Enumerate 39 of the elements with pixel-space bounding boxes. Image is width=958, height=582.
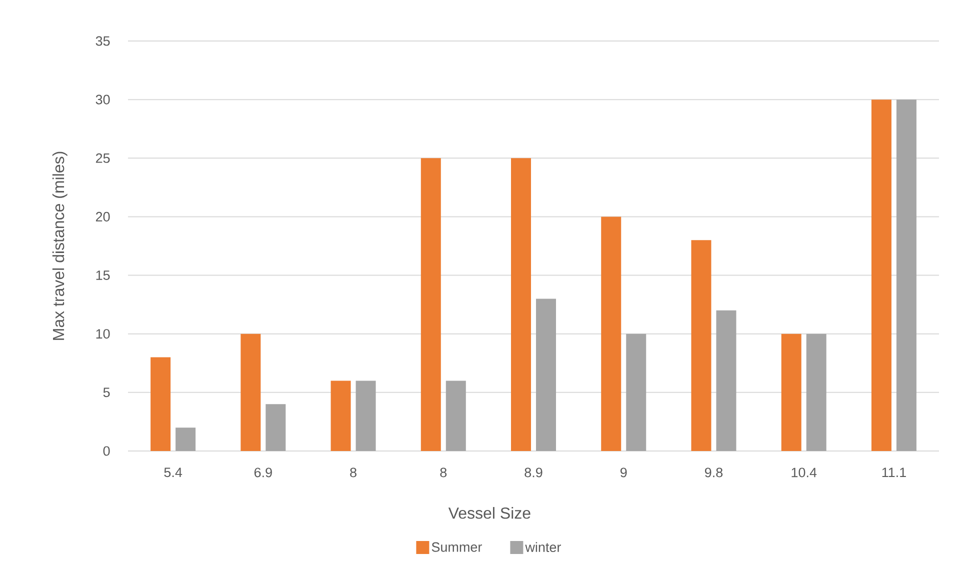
x-tick-label: 11.1 <box>882 468 906 477</box>
bar <box>896 100 916 451</box>
x-tick-label: 10.4 <box>792 468 817 478</box>
x-axis-title: Vessel Size <box>448 507 530 519</box>
bar <box>781 334 802 451</box>
x-tick-label: 9.8 <box>704 468 723 478</box>
y-tick-label: 30 <box>96 94 110 104</box>
y-tick-label: 15 <box>96 270 110 280</box>
x-tick-label: 8 <box>350 468 356 478</box>
bar <box>266 404 286 451</box>
x-tick-label: 6.9 <box>254 468 272 478</box>
bar <box>420 158 441 451</box>
x-tick-label: 5.4 <box>164 468 182 478</box>
bar <box>330 380 351 451</box>
x-tick-label: 8 <box>440 468 447 478</box>
bar <box>150 357 171 451</box>
bar <box>446 380 466 451</box>
legend-label: Summer <box>432 542 482 552</box>
bar <box>871 100 892 451</box>
bar <box>356 380 376 451</box>
bar <box>511 158 532 451</box>
bar <box>691 240 712 451</box>
bar <box>176 428 196 451</box>
y-axis-title: Max travel distance (miles) <box>52 152 68 340</box>
bar <box>626 334 646 451</box>
bar <box>806 334 826 451</box>
bar <box>601 216 622 451</box>
bar <box>716 310 736 451</box>
y-tick-label: 20 <box>96 212 110 222</box>
y-tick-label: 0 <box>103 446 110 456</box>
y-tick-label: 35 <box>96 36 110 46</box>
x-tick-label: 9 <box>620 468 627 478</box>
bar <box>536 298 556 451</box>
x-tick-label: 8.9 <box>524 468 542 478</box>
legend-label: winter <box>525 542 561 552</box>
bar <box>240 334 261 451</box>
y-tick-label: 25 <box>96 153 110 163</box>
y-tick-label: 10 <box>96 329 110 339</box>
y-tick-label: 5 <box>103 388 110 398</box>
